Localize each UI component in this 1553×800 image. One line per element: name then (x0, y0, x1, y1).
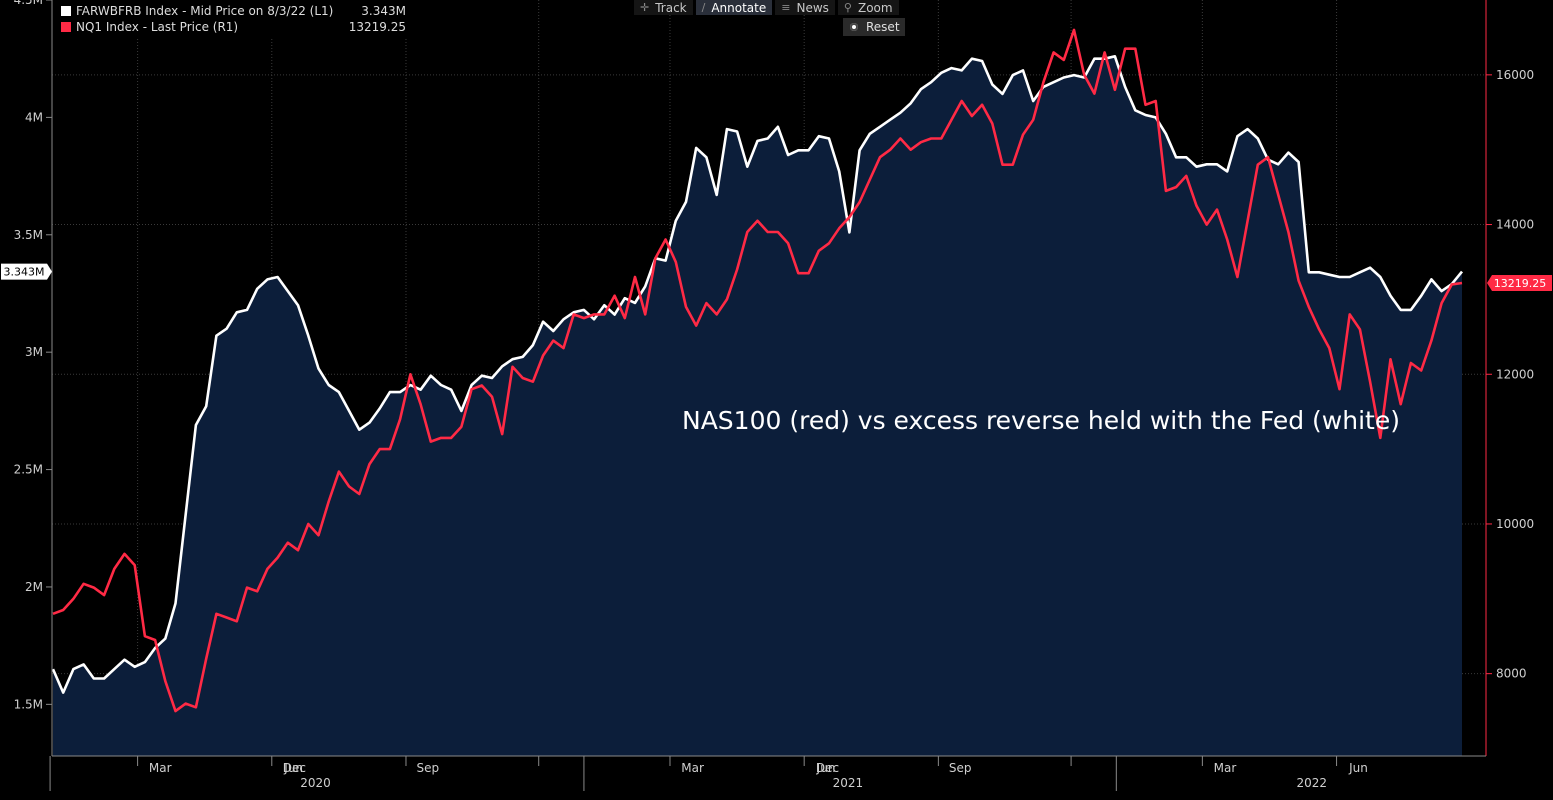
left-tick-label: 3.5M (14, 228, 43, 242)
white-series-area (53, 56, 1462, 757)
x-month-label: Jun (283, 761, 303, 775)
right-current-label: 13219.25 (1494, 277, 1547, 290)
left-tick-label: 2.5M (14, 463, 43, 477)
x-year-label: 2021 (833, 776, 864, 790)
red-swatch-icon (61, 22, 71, 32)
left-current-label: 3.343M (4, 266, 45, 279)
legend-label-red: NQ1 Index - Last Price (R1) (76, 20, 239, 34)
reset-icon (850, 23, 858, 31)
magnifier-icon: ⚲ (843, 0, 852, 14)
track-label: Track (655, 0, 687, 15)
reset-label: Reset (866, 20, 900, 34)
left-tick-label: 3M (25, 345, 43, 359)
left-current-badge (1, 263, 47, 280)
white-swatch-icon (61, 6, 71, 16)
x-month-label: Dec (816, 761, 839, 775)
right-current-badge (1487, 274, 1552, 291)
left-tick-label: 1.5M (14, 697, 43, 711)
pencil-icon: ∕ (701, 0, 706, 14)
news-label: News (796, 0, 829, 15)
reset-button[interactable]: Reset (843, 18, 905, 36)
x-year-label: 2022 (1296, 776, 1327, 790)
track-button[interactable]: ✛ Track (634, 0, 693, 15)
zoom-button[interactable]: ⚲ Zoom (837, 0, 899, 15)
legend-value-red: 13219.25 (348, 20, 406, 34)
x-month-label: Mar (1214, 761, 1237, 775)
legend-item-white: FARWBFRB Index - Mid Price on 8/3/22 (L1… (61, 3, 406, 19)
white-series-line (51, 55, 1464, 694)
x-month-label: Mar (681, 761, 704, 775)
legend-value-white: 3.343M (361, 4, 406, 18)
left-tick-label: 4M (25, 110, 43, 124)
legend-item-red: NQ1 Index - Last Price (R1) 13219.25 (61, 19, 406, 35)
annotate-label: Annotate (711, 0, 767, 15)
left-tick-label: 2M (25, 580, 43, 594)
right-tick-label: 10000 (1496, 517, 1534, 531)
axes (51, 0, 1487, 757)
x-year-label: 2020 (300, 776, 331, 790)
left-tick-label: 4.5M (14, 0, 43, 7)
x-month-label: Sep (417, 761, 440, 775)
current-value-markers: 3.343M 13219.25 (1, 263, 1552, 291)
crosshair-icon: ✛ (640, 0, 650, 14)
legend: FARWBFRB Index - Mid Price on 8/3/22 (L1… (55, 0, 412, 39)
annotate-button[interactable]: ∕ Annotate (695, 0, 773, 15)
zoom-label: Zoom (857, 0, 893, 15)
chart-toolbar: ✛ Track ∕ Annotate ≡ News ⚲ Zoom (634, 0, 902, 15)
news-icon: ≡ (781, 0, 791, 14)
chart-annotation: NAS100 (red) vs excess reverse held with… (682, 406, 1400, 435)
right-tick-label: 14000 (1496, 218, 1534, 232)
legend-label-white: FARWBFRB Index - Mid Price on 8/3/22 (L1… (76, 4, 334, 18)
x-month-label: Dec (283, 761, 306, 775)
right-axis-ticks: 8000 10000 12000 14000 16000 (1486, 68, 1534, 681)
x-month-label: Mar (149, 761, 172, 775)
x-month-label: Jun (1348, 761, 1368, 775)
x-month-label: Jun (816, 761, 836, 775)
left-axis-ticks: 1.5M 2M 2.5M 3M 3.5M 4M 4.5M (14, 0, 52, 711)
right-tick-label: 16000 (1496, 68, 1534, 82)
red-series-line (52, 28, 1463, 713)
left-current-arrow (47, 263, 52, 280)
right-tick-label: 8000 (1496, 667, 1527, 681)
right-tick-label: 12000 (1496, 367, 1534, 381)
x-month-label: Sep (949, 761, 972, 775)
news-button[interactable]: ≡ News (775, 0, 835, 15)
